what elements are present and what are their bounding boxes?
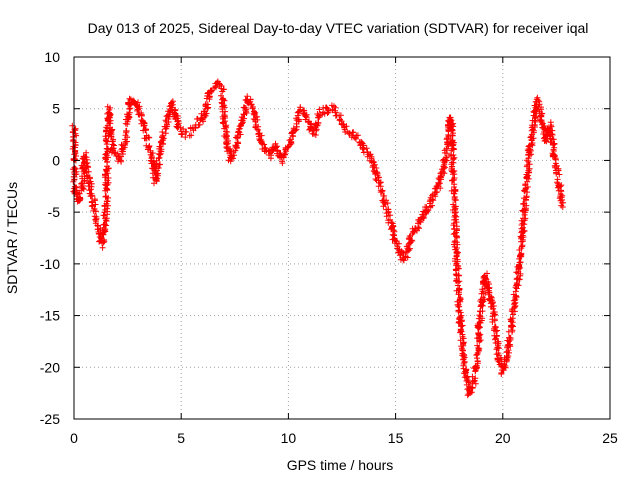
y-tick-labels: -25 -20 -15 -10 -5 0 5 10: [40, 49, 60, 427]
y-tick-label: -15: [40, 308, 60, 324]
x-axis-label: GPS time / hours: [287, 457, 394, 473]
axis-ticks: [73, 56, 611, 420]
y-tick-label: 10: [44, 49, 60, 65]
x-tick-label: 20: [495, 430, 511, 446]
chart-title: Day 013 of 2025, Sidereal Day-to-day VTE…: [88, 20, 589, 36]
x-tick-label: 10: [281, 430, 297, 446]
sdtvar-marker-series: [69, 78, 566, 399]
y-tick-label: -20: [40, 359, 60, 375]
grid-lines: [74, 57, 610, 419]
plot-frame: [73, 56, 611, 420]
x-tick-label: 25: [602, 430, 618, 446]
y-tick-label: -5: [48, 204, 61, 220]
data-points: [69, 78, 566, 399]
x-tick-label: 0: [70, 430, 78, 446]
x-tick-label: 15: [388, 430, 404, 446]
x-tick-label: 5: [177, 430, 185, 446]
x-tick-labels: 0 5 10 15 20 25: [70, 430, 618, 446]
y-tick-label: 0: [52, 152, 60, 168]
y-axis-label: SDTVAR / TECUs: [4, 182, 20, 294]
y-tick-label: 5: [52, 101, 60, 117]
y-tick-label: -25: [40, 411, 60, 427]
y-tick-label: -10: [40, 256, 60, 272]
